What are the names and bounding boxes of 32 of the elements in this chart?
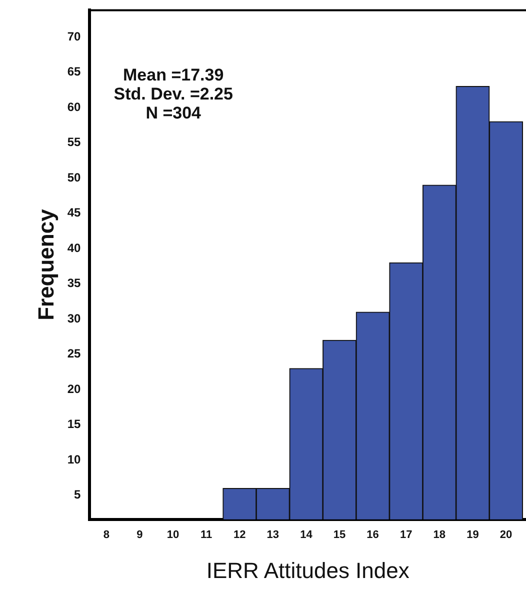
x-tick-label: 12 (233, 529, 246, 542)
y-tick-label: 40 (67, 240, 82, 255)
y-tick-label: 60 (67, 100, 82, 114)
x-tick-label: 9 (136, 529, 143, 542)
y-tick-label: 55 (67, 135, 82, 150)
y-tick-label: 35 (67, 276, 82, 290)
annotation: N =304 (146, 103, 202, 122)
y-tick-label: 50 (67, 170, 82, 184)
y-tick-label: 10 (67, 452, 82, 466)
y-tick-label: 70 (67, 29, 82, 44)
annotation: Std. Dev. =2.25 (114, 84, 233, 104)
x-tick-label: 20 (500, 529, 512, 542)
x-tick-label: 11 (200, 529, 212, 542)
y-tick-label: 30 (67, 311, 82, 326)
x-tick-label: 18 (433, 529, 446, 542)
y-tick-label: 65 (67, 64, 82, 79)
x-tick-label: 13 (266, 529, 280, 542)
y-tick-label: 5 (74, 488, 82, 502)
y-axis-title: Frequency (33, 208, 58, 320)
x-tick-label: 16 (366, 529, 379, 542)
x-tick-label: 15 (333, 529, 346, 542)
x-axis-title: IERR Attitudes Index (206, 558, 410, 583)
x-tick-label: 10 (166, 529, 180, 542)
y-tick-label: 25 (67, 346, 82, 361)
x-tick-label: 19 (466, 529, 479, 542)
y-tick-label: 45 (67, 206, 82, 220)
x-tick-label: 8 (103, 529, 110, 542)
y-tick-label: 15 (67, 417, 82, 432)
annotation: Mean =17.39 (123, 65, 224, 84)
x-tick-label: 17 (400, 529, 412, 542)
x-tick-label: 14 (300, 529, 314, 542)
y-tick-label: 20 (67, 382, 82, 396)
